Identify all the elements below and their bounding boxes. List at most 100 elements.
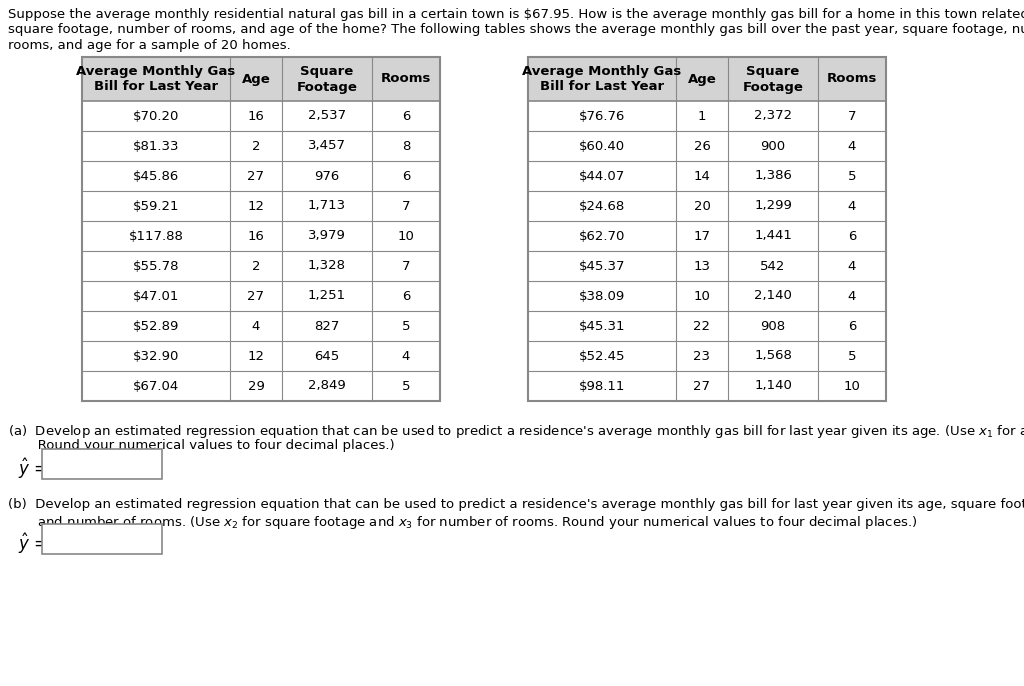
Text: 27: 27 <box>693 379 711 392</box>
Text: 976: 976 <box>314 169 340 182</box>
Text: 4: 4 <box>848 259 856 272</box>
Text: Age: Age <box>242 73 270 86</box>
Text: 3,457: 3,457 <box>308 139 346 152</box>
Text: 2,849: 2,849 <box>308 379 346 392</box>
Text: Square
Footage: Square Footage <box>297 64 357 93</box>
Text: $38.09: $38.09 <box>579 289 625 303</box>
Text: $98.11: $98.11 <box>579 379 626 392</box>
Text: 542: 542 <box>760 259 785 272</box>
Text: $59.21: $59.21 <box>133 200 179 213</box>
Text: $60.40: $60.40 <box>579 139 625 152</box>
Text: 17: 17 <box>693 230 711 242</box>
Bar <box>42 524 162 554</box>
Text: 2: 2 <box>252 139 260 152</box>
Text: $47.01: $47.01 <box>133 289 179 303</box>
Text: 5: 5 <box>401 379 411 392</box>
Text: 5: 5 <box>848 169 856 182</box>
Text: 1,441: 1,441 <box>754 230 792 242</box>
Text: 7: 7 <box>848 110 856 123</box>
Text: 4: 4 <box>848 200 856 213</box>
Text: 645: 645 <box>314 349 340 362</box>
Text: 1,251: 1,251 <box>308 289 346 303</box>
Text: $32.90: $32.90 <box>133 349 179 362</box>
Bar <box>82 57 440 101</box>
Text: 12: 12 <box>248 200 264 213</box>
Text: rooms, and age for a sample of 20 homes.: rooms, and age for a sample of 20 homes. <box>8 39 291 52</box>
Text: Square
Footage: Square Footage <box>742 64 804 93</box>
Text: Average Monthly Gas
Bill for Last Year: Average Monthly Gas Bill for Last Year <box>77 64 236 93</box>
Text: 10: 10 <box>397 230 415 242</box>
Text: 827: 827 <box>314 320 340 333</box>
Text: $70.20: $70.20 <box>133 110 179 123</box>
Text: 1,328: 1,328 <box>308 259 346 272</box>
Text: 16: 16 <box>248 230 264 242</box>
Text: $\hat{y}$ =: $\hat{y}$ = <box>18 532 48 556</box>
Text: 3,979: 3,979 <box>308 230 346 242</box>
Bar <box>528 57 886 101</box>
Text: 26: 26 <box>693 139 711 152</box>
Text: 2,372: 2,372 <box>754 110 792 123</box>
Text: (b)  Develop an estimated regression equation that can be used to predict a resi: (b) Develop an estimated regression equa… <box>8 498 1024 511</box>
Text: 6: 6 <box>848 230 856 242</box>
Bar <box>528 57 886 401</box>
Text: $45.37: $45.37 <box>579 259 626 272</box>
Text: 10: 10 <box>844 379 860 392</box>
Text: 7: 7 <box>401 200 411 213</box>
Text: 2: 2 <box>252 259 260 272</box>
Text: $67.04: $67.04 <box>133 379 179 392</box>
Text: 6: 6 <box>401 169 411 182</box>
Text: 6: 6 <box>401 110 411 123</box>
Bar <box>42 449 162 479</box>
Text: 4: 4 <box>401 349 411 362</box>
Text: $62.70: $62.70 <box>579 230 626 242</box>
Text: Rooms: Rooms <box>826 73 878 86</box>
Text: 22: 22 <box>693 320 711 333</box>
Text: $45.86: $45.86 <box>133 169 179 182</box>
Text: 4: 4 <box>848 139 856 152</box>
Text: 8: 8 <box>401 139 411 152</box>
Bar <box>528 101 886 401</box>
Text: 4: 4 <box>848 289 856 303</box>
Text: Average Monthly Gas
Bill for Last Year: Average Monthly Gas Bill for Last Year <box>522 64 682 93</box>
Text: 7: 7 <box>401 259 411 272</box>
Bar <box>82 101 440 401</box>
Text: 4: 4 <box>252 320 260 333</box>
Text: $\hat{y}$ =: $\hat{y}$ = <box>18 457 48 482</box>
Text: 27: 27 <box>248 169 264 182</box>
Text: 20: 20 <box>693 200 711 213</box>
Text: $55.78: $55.78 <box>133 259 179 272</box>
Bar <box>82 57 440 401</box>
Text: 6: 6 <box>848 320 856 333</box>
Text: $45.31: $45.31 <box>579 320 626 333</box>
Text: $52.89: $52.89 <box>133 320 179 333</box>
Text: 1,299: 1,299 <box>754 200 792 213</box>
Text: 1,713: 1,713 <box>308 200 346 213</box>
Text: 12: 12 <box>248 349 264 362</box>
Text: 1,140: 1,140 <box>754 379 792 392</box>
Text: 5: 5 <box>401 320 411 333</box>
Text: 13: 13 <box>693 259 711 272</box>
Text: $24.68: $24.68 <box>579 200 625 213</box>
Text: $76.76: $76.76 <box>579 110 626 123</box>
Text: 2,140: 2,140 <box>754 289 792 303</box>
Text: and number of rooms. (Use $x_2$ for square footage and $x_3$ for number of rooms: and number of rooms. (Use $x_2$ for squa… <box>8 514 918 531</box>
Text: 900: 900 <box>761 139 785 152</box>
Text: Rooms: Rooms <box>381 73 431 86</box>
Text: square footage, number of rooms, and age of the home? The following tables shows: square footage, number of rooms, and age… <box>8 23 1024 36</box>
Text: 10: 10 <box>693 289 711 303</box>
Text: Round your numerical values to four decimal places.): Round your numerical values to four deci… <box>8 439 394 452</box>
Text: $117.88: $117.88 <box>129 230 183 242</box>
Text: $52.45: $52.45 <box>579 349 626 362</box>
Text: 14: 14 <box>693 169 711 182</box>
Text: 16: 16 <box>248 110 264 123</box>
Text: Suppose the average monthly residential natural gas bill in a certain town is $6: Suppose the average monthly residential … <box>8 8 1024 21</box>
Text: $81.33: $81.33 <box>133 139 179 152</box>
Text: 2,537: 2,537 <box>308 110 346 123</box>
Text: 1: 1 <box>697 110 707 123</box>
Text: 29: 29 <box>248 379 264 392</box>
Text: 1,386: 1,386 <box>754 169 792 182</box>
Text: 1,568: 1,568 <box>754 349 792 362</box>
Text: 27: 27 <box>248 289 264 303</box>
Text: (a)  Develop an estimated regression equation that can be used to predict a resi: (a) Develop an estimated regression equa… <box>8 423 1024 440</box>
Text: 5: 5 <box>848 349 856 362</box>
